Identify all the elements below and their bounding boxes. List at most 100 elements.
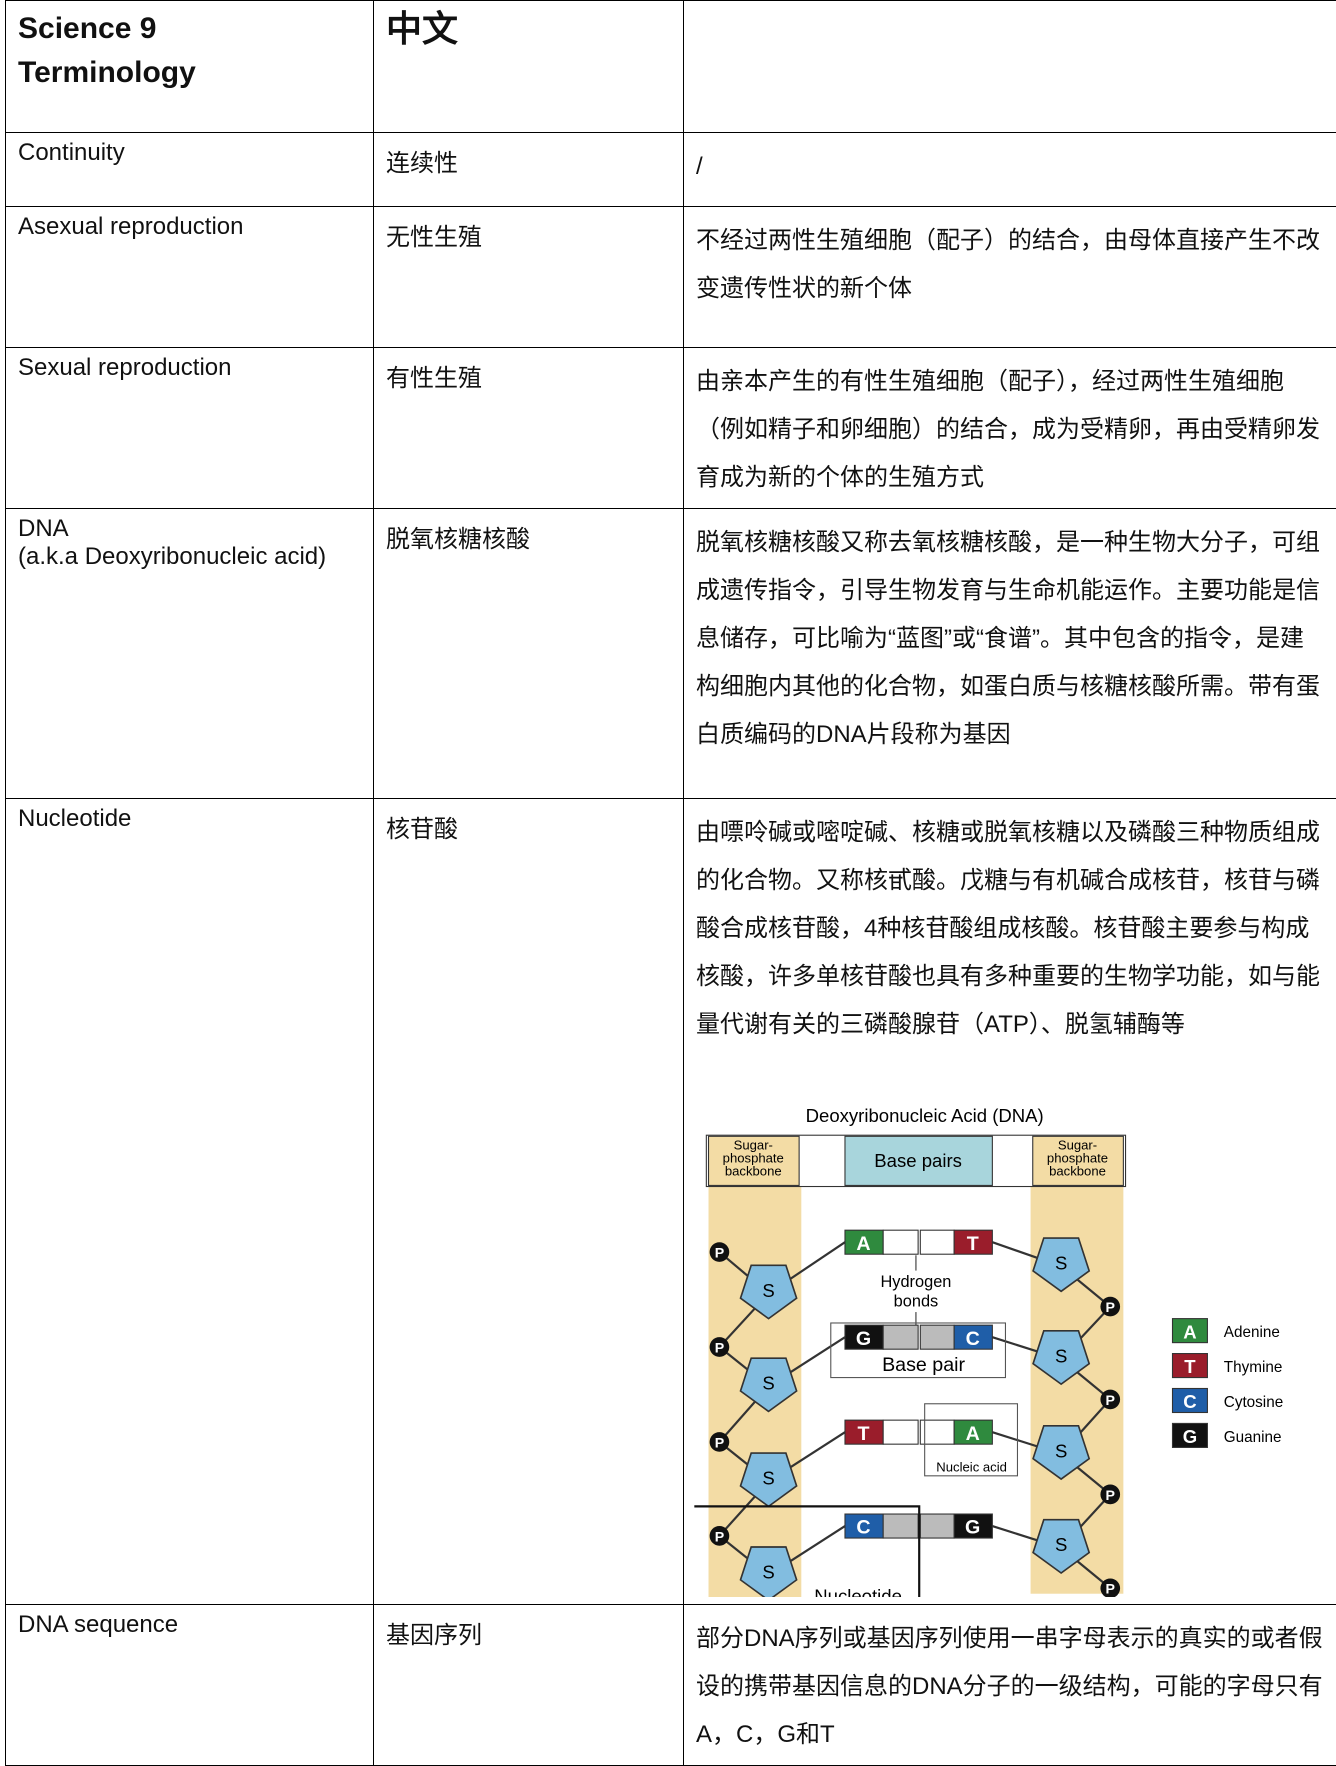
table-row: Asexual reproduction 无性生殖不经过两性生殖细胞（配子）的结合… <box>6 207 1336 348</box>
phosphate-label: P <box>1106 1488 1115 1504</box>
definition-cell: 脱氧核糖核酸又称去氧核糖核酸，是一种生物大分子，可组成遗传指令，引导生物发育与生… <box>684 509 1336 799</box>
header-cell: 中文 <box>374 1 684 133</box>
sugar-label: S <box>762 1280 774 1301</box>
sugar-label: S <box>762 1468 774 1489</box>
sugar-label: S <box>762 1561 774 1582</box>
term-cell: DNA sequence <box>6 1605 374 1766</box>
term: Sexual reproduction <box>18 354 361 382</box>
dna-diagram: Deoxyribonucleic Acid (DNA)Sugar-phospha… <box>694 1097 1306 1597</box>
base-connector <box>920 1420 954 1444</box>
nucleotide-label: Nucleotide <box>814 1585 902 1597</box>
hydrogen-bonds-label: Hydrogen <box>880 1273 951 1291</box>
chinese-term: 有性生殖 <box>386 358 671 393</box>
chinese-term: 核苷酸 <box>386 809 671 844</box>
definition-cell: 部分DNA序列或基因序列使用一串字母表示的真实的或者假设的携带基因信息的DNA分… <box>684 1605 1336 1766</box>
base-letter: A <box>856 1233 870 1255</box>
header-term: Science 9 <box>18 7 361 51</box>
table-row: DNA(a.k.a Deoxyribonucleic acid) 脱氧核糖核酸脱氧… <box>6 509 1336 799</box>
header-cell <box>684 1 1336 133</box>
base-letter: G <box>965 1517 980 1539</box>
nucleic-acid-label: Nucleic acid <box>936 1459 1007 1474</box>
chinese-term: 连续性 <box>386 143 671 178</box>
header-chinese: 中文 <box>386 7 671 51</box>
phosphate-label: P <box>1106 1582 1115 1597</box>
definition: 由亲本产生的有性生殖细胞（配子），经过两性生殖细胞（例如精子和卵细胞）的结合，成… <box>696 358 1324 502</box>
legend-name: Guanine <box>1224 1429 1282 1446</box>
definition-cell: 不经过两性生殖细胞（配子）的结合，由母体直接产生不改变遗传性状的新个体 <box>684 207 1336 348</box>
term: (a.k.a Deoxyribonucleic acid) <box>18 543 361 571</box>
term-cell: Nucleotide <box>6 799 374 1605</box>
table-row: Continuity 连续性 / <box>6 133 1336 207</box>
definition: 由嘌呤碱或嘧啶碱、核糖或脱氧核糖以及磷酸三种物质组成的化合物。又称核甙酸。戊糖与… <box>696 809 1324 1097</box>
definition: / <box>696 143 1324 191</box>
chinese-cell: 连续性 <box>374 133 684 207</box>
base-connector <box>883 1325 918 1349</box>
term: DNA sequence <box>18 1611 361 1639</box>
definition: 部分DNA序列或基因序列使用一串字母表示的真实的或者假设的携带基因信息的DNA分… <box>696 1615 1324 1759</box>
base-connector <box>883 1514 918 1538</box>
legend-letter: C <box>1183 1391 1196 1412</box>
legend-name: Thymine <box>1224 1359 1283 1376</box>
base-pairs-label: Base pairs <box>874 1150 962 1171</box>
sugar-label: S <box>1055 1440 1067 1461</box>
header-term: Terminology <box>18 51 361 95</box>
table-row: Sexual reproduction 有性生殖由亲本产生的有性生殖细胞（配子），… <box>6 348 1336 509</box>
sugar-label: S <box>762 1373 774 1394</box>
base-connector <box>920 1514 954 1538</box>
term-cell: DNA(a.k.a Deoxyribonucleic acid) <box>6 509 374 799</box>
chinese-cell: 基因序列 <box>374 1605 684 1766</box>
chinese-cell: 脱氧核糖核酸 <box>374 509 684 799</box>
term-cell: Continuity <box>6 133 374 207</box>
phosphate-label: P <box>1106 1393 1115 1409</box>
chinese-term: 脱氧核糖核酸 <box>386 519 671 554</box>
phosphate-label: P <box>715 1340 724 1356</box>
chinese-cell: 有性生殖 <box>374 348 684 509</box>
sugar-label: S <box>1055 1345 1067 1366</box>
figure-title: Deoxyribonucleic Acid (DNA) <box>806 1105 1044 1126</box>
term: DNA <box>18 515 361 543</box>
base-connector <box>920 1230 954 1254</box>
chinese-term: 无性生殖 <box>386 217 671 252</box>
legend-name: Adenine <box>1224 1324 1280 1341</box>
chinese-cell: 无性生殖 <box>374 207 684 348</box>
table-row: DNA sequence 基因序列部分DNA序列或基因序列使用一串字母表示的真实的… <box>6 1605 1336 1766</box>
base-letter: T <box>967 1233 979 1255</box>
definition-cell: 由亲本产生的有性生殖细胞（配子），经过两性生殖细胞（例如精子和卵细胞）的结合，成… <box>684 348 1336 509</box>
legend-letter: T <box>1184 1356 1196 1377</box>
base-connector <box>920 1325 954 1349</box>
base-pair-label: Base pair <box>882 1354 965 1376</box>
term: Asexual reproduction <box>18 213 361 241</box>
hydrogen-bonds-label: bonds <box>894 1293 939 1311</box>
phosphate-label: P <box>1106 1300 1115 1316</box>
legend-letter: G <box>1183 1426 1197 1447</box>
base-connector <box>883 1420 918 1444</box>
base-letter: T <box>858 1423 870 1445</box>
phosphate-label: P <box>715 1529 724 1545</box>
term: Continuity <box>18 139 361 167</box>
base-connector <box>883 1230 918 1254</box>
base-letter: A <box>966 1423 980 1445</box>
legend-name: Cytosine <box>1224 1394 1283 1411</box>
sugar-label: S <box>1055 1252 1067 1273</box>
sugar-label: S <box>1055 1534 1067 1555</box>
chinese-cell: 核苷酸 <box>374 799 684 1605</box>
base-letter: C <box>856 1517 870 1539</box>
definition: 脱氧核糖核酸又称去氧核糖核酸，是一种生物大分子，可组成遗传指令，引导生物发育与生… <box>696 519 1324 759</box>
backbone-label: backbone <box>725 1164 782 1179</box>
base-letter: C <box>966 1328 980 1350</box>
definition: 不经过两性生殖细胞（配子）的结合，由母体直接产生不改变遗传性状的新个体 <box>696 217 1324 313</box>
base-letter: G <box>856 1328 871 1350</box>
definition-cell: / <box>684 133 1336 207</box>
phosphate-label: P <box>715 1245 724 1261</box>
term: Nucleotide <box>18 805 361 833</box>
term-cell: Asexual reproduction <box>6 207 374 348</box>
legend-letter: A <box>1183 1321 1196 1342</box>
term-cell: Sexual reproduction <box>6 348 374 509</box>
chinese-term: 基因序列 <box>386 1615 671 1650</box>
backbone-label: backbone <box>1049 1164 1106 1179</box>
table-row: Nucleotide 核苷酸由嘌呤碱或嘧啶碱、核糖或脱氧核糖以及磷酸三种物质组成的… <box>6 799 1336 1605</box>
